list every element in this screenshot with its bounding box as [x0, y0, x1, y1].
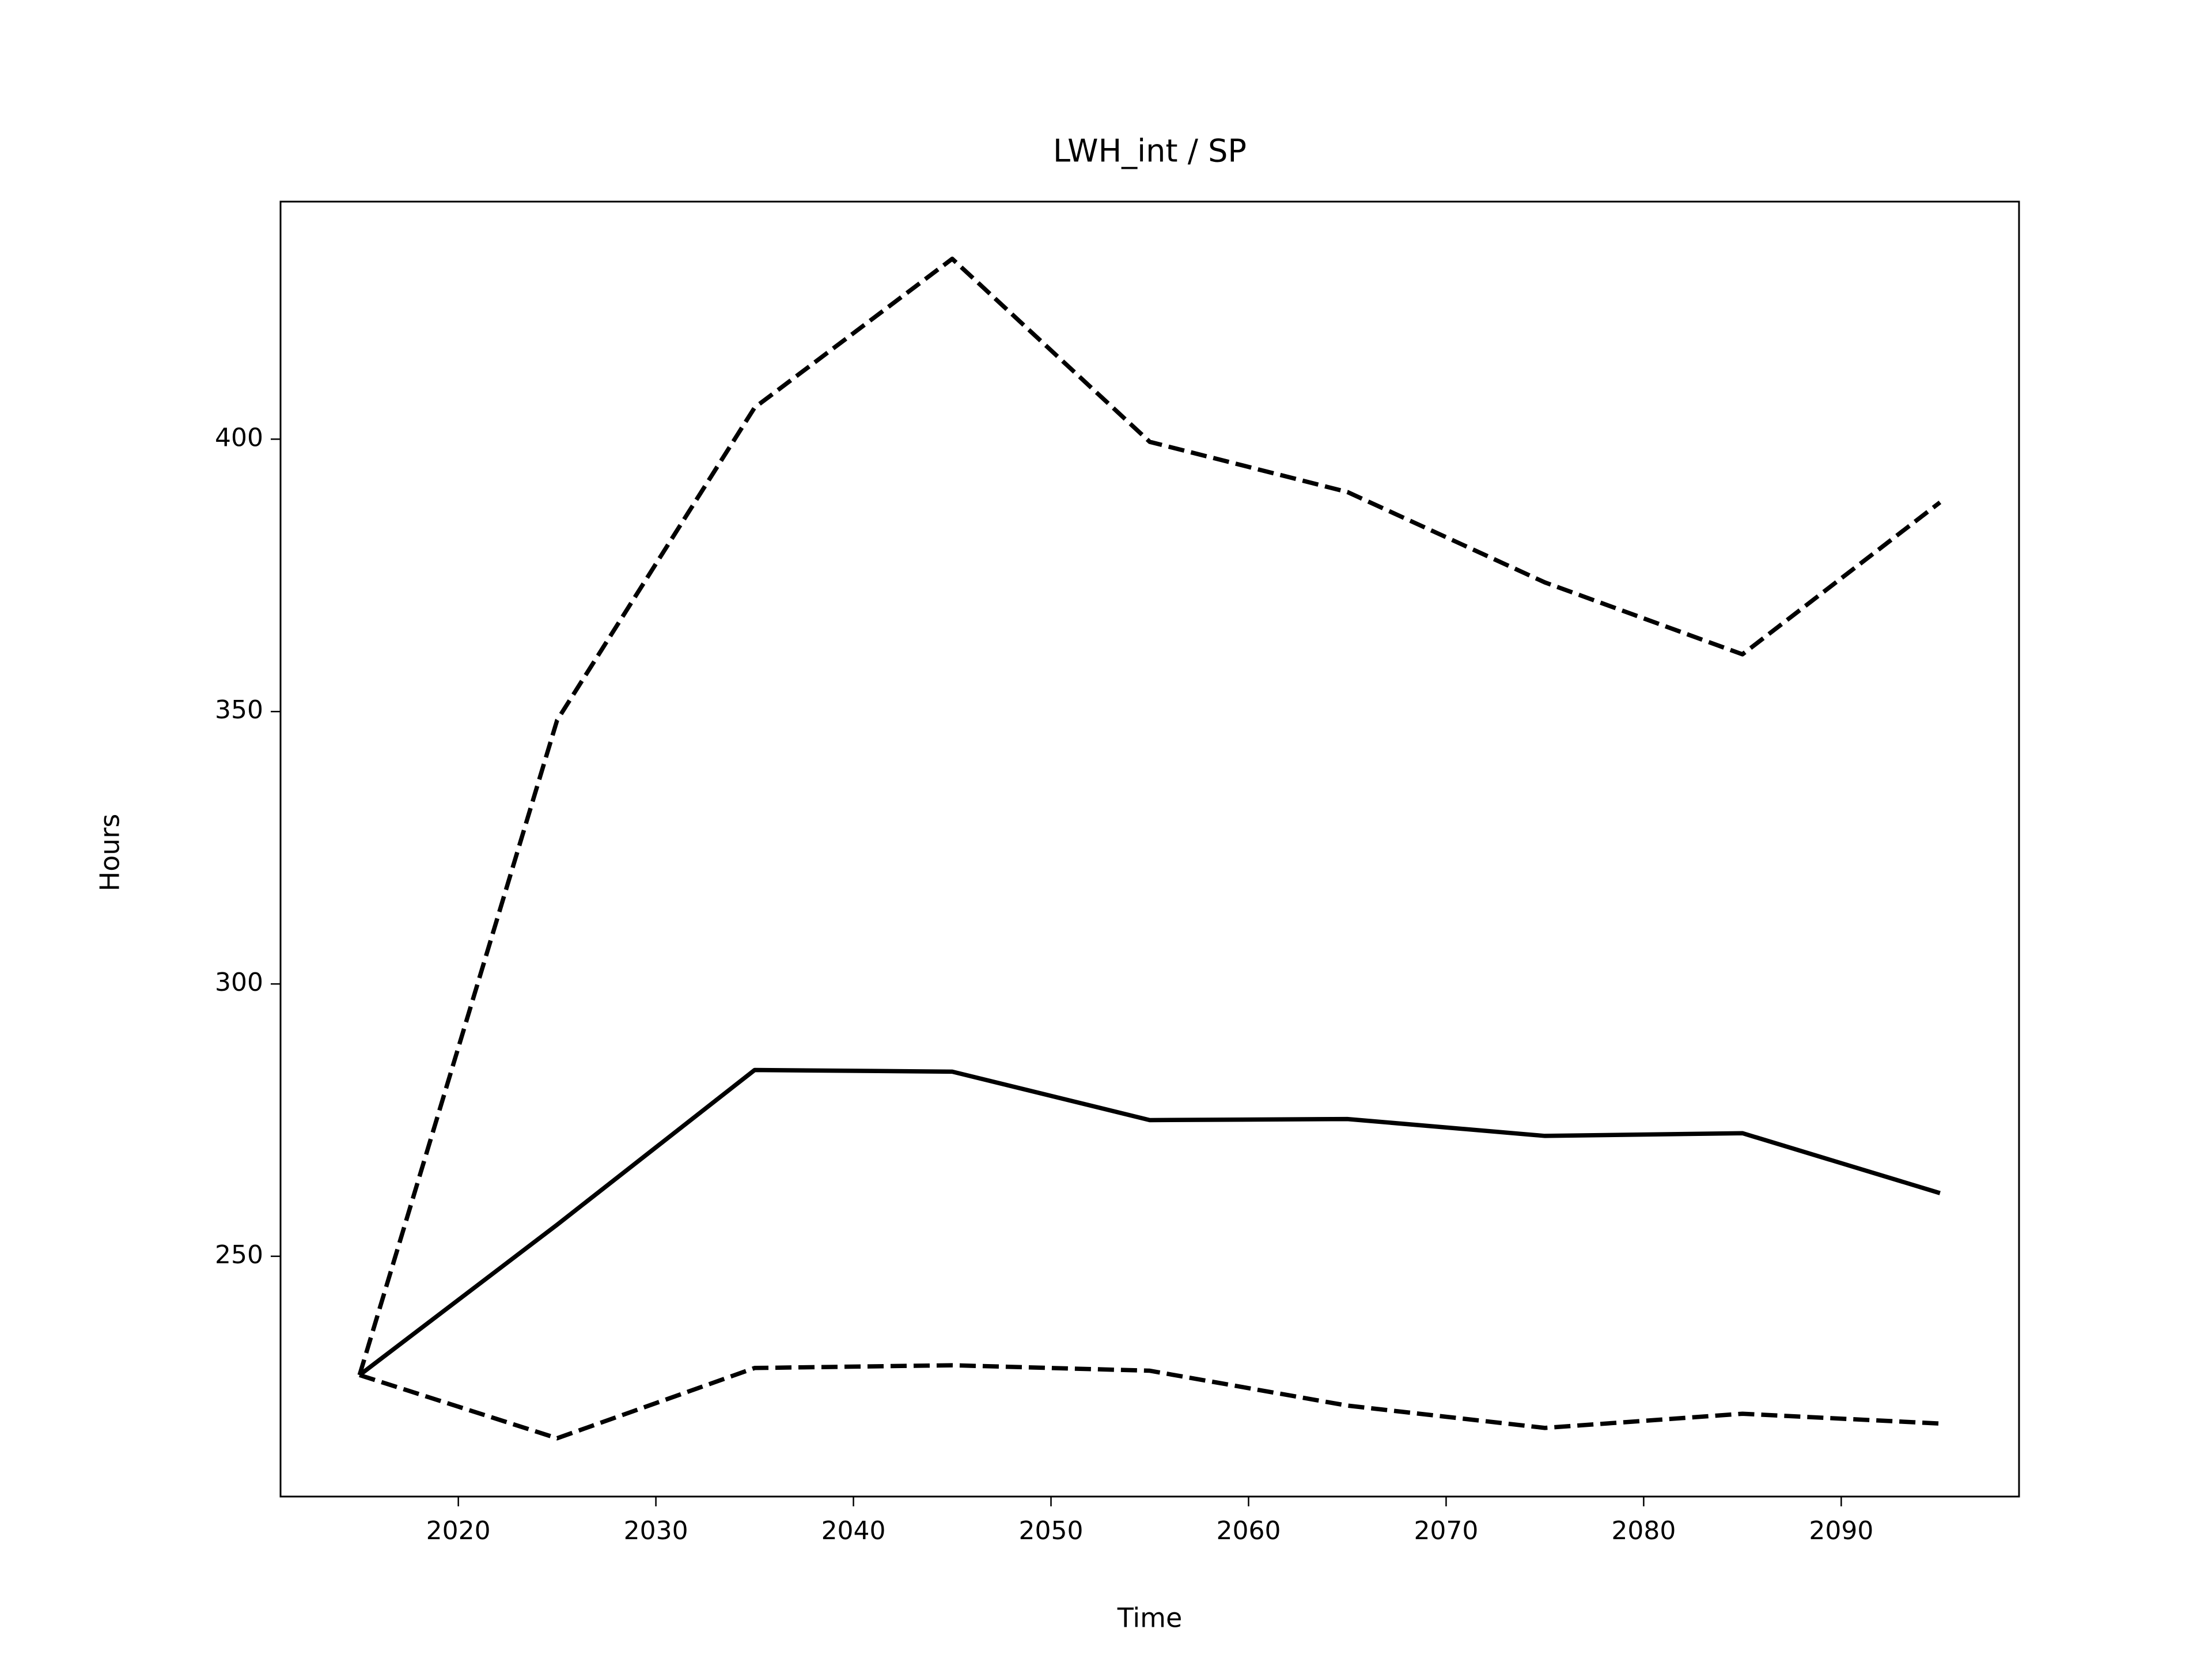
plot-frame: [279, 200, 2020, 1498]
x-tick-label: 2020: [426, 1516, 491, 1546]
y-tick-label: 250: [215, 1240, 263, 1270]
x-tick-label: 2080: [1611, 1516, 1676, 1546]
x-tick-label: 2030: [624, 1516, 688, 1546]
x-tick-label: 2070: [1414, 1516, 1478, 1546]
x-axis-label: Time: [1117, 1603, 1183, 1634]
chart-title: LWH_int / SP: [1053, 133, 1247, 169]
y-axis-label: Hours: [94, 814, 126, 892]
y-tick-label: 350: [215, 695, 263, 725]
x-tick-label: 2090: [1809, 1516, 1873, 1546]
x-tick-label: 2040: [821, 1516, 886, 1546]
y-tick-label: 400: [215, 423, 263, 452]
x-tick-label: 2050: [1019, 1516, 1084, 1546]
line: [359, 1363, 1941, 1441]
line: [357, 256, 1942, 1376]
x-tick-label: 2060: [1216, 1516, 1281, 1546]
line: [358, 1067, 1941, 1377]
y-tick-label: 300: [215, 968, 263, 997]
